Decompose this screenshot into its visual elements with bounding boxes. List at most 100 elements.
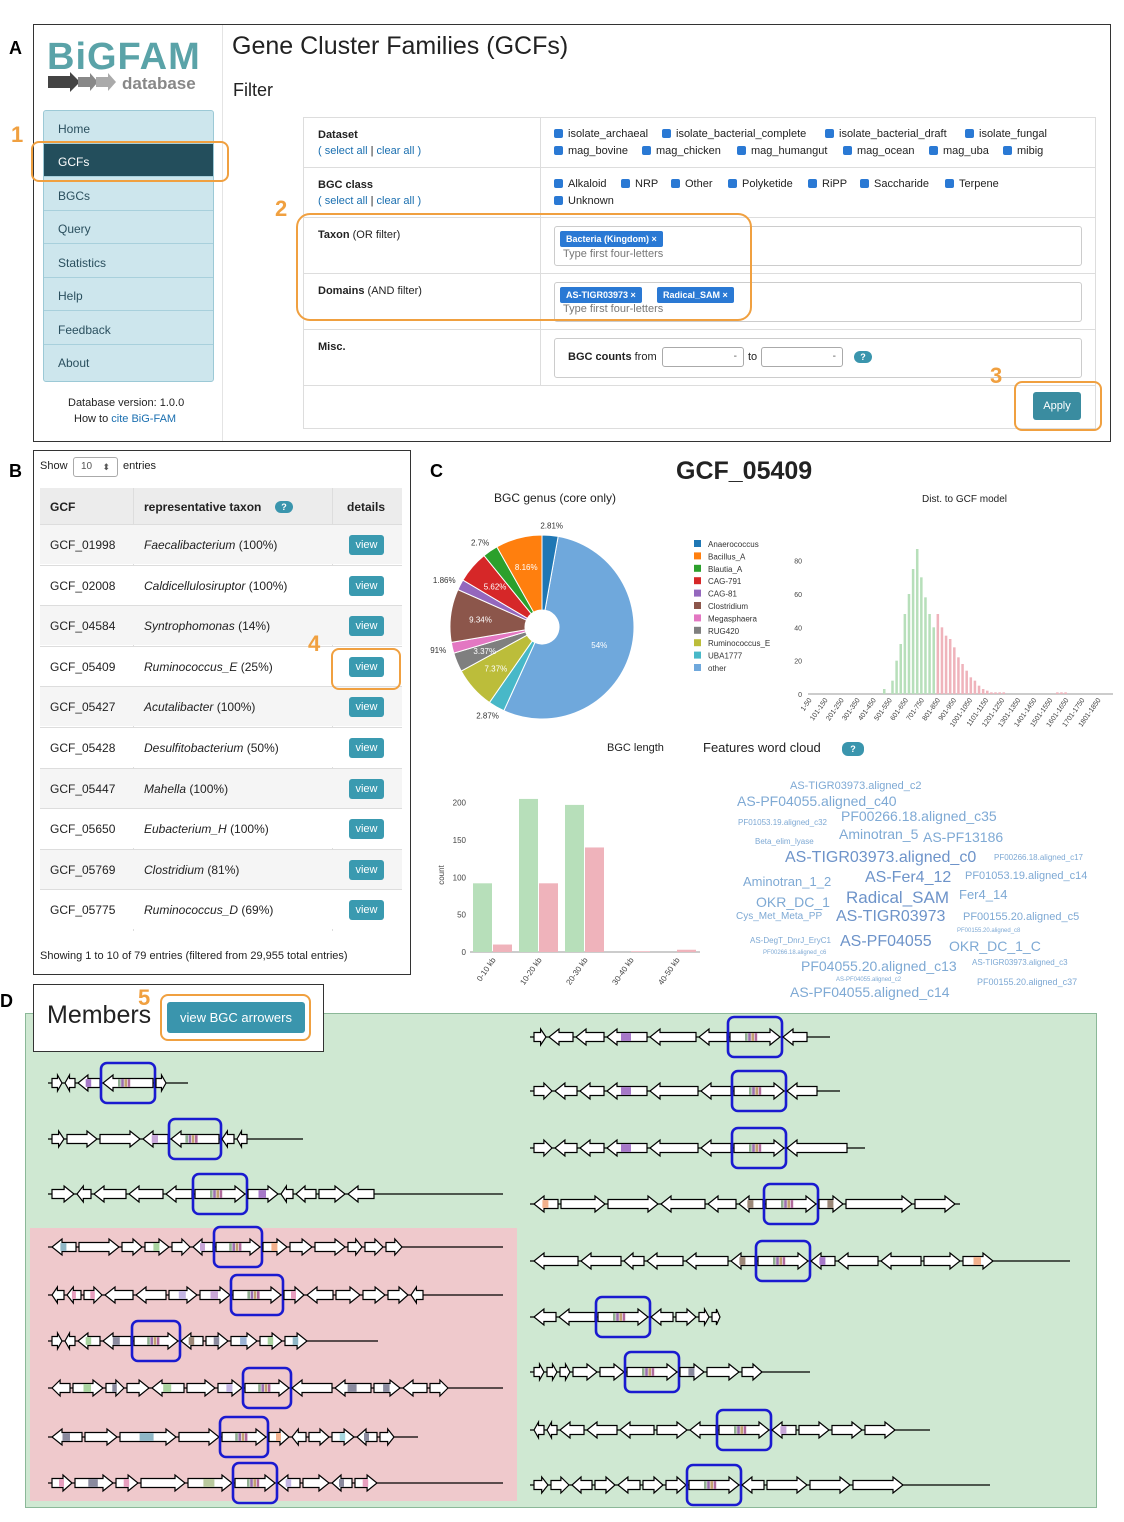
checkbox-isolate-archaeal[interactable]: isolate_archaeal xyxy=(554,128,648,140)
view-button[interactable]: view xyxy=(349,575,384,596)
sidebar-item-about[interactable]: About xyxy=(58,356,90,370)
taxon-name: Ruminococcus_E xyxy=(144,659,238,674)
checkbox-nrp[interactable]: NRP xyxy=(621,178,658,190)
dist-bar xyxy=(977,685,981,694)
view-button[interactable]: view xyxy=(349,616,384,637)
table-row: GCF_05427 Acutalibacter (100%) view xyxy=(40,686,402,727)
checkbox-unknown[interactable]: Unknown xyxy=(554,195,614,207)
marker-4: 4 xyxy=(308,631,321,656)
view-button[interactable]: view xyxy=(349,819,384,840)
checkbox-mag-ocean[interactable]: mag_ocean xyxy=(843,145,915,157)
taxon-pct: (100%) xyxy=(248,578,288,593)
dist-bar xyxy=(994,692,997,694)
dist-bar xyxy=(965,670,968,694)
taxon-pct: (50%) xyxy=(246,741,279,755)
taxon-help-icon[interactable]: ? xyxy=(275,501,293,513)
checkbox-mag-humangut[interactable]: mag_humangut xyxy=(737,145,827,157)
view-button[interactable]: view xyxy=(349,900,384,921)
cite-link[interactable]: cite BiG-FAM xyxy=(111,413,177,425)
table-row: GCF_05775 Ruminococcus_D (69%) view xyxy=(40,889,402,930)
dist-bar xyxy=(944,635,948,694)
sidebar-item-statistics[interactable]: Statistics xyxy=(44,245,213,278)
sidebar-item-bgcs[interactable]: BGCs xyxy=(44,178,213,211)
gcf-id: GCF_05428 xyxy=(50,741,116,755)
domain-tag-tigr03973[interactable]: AS-TIGR03973 × xyxy=(560,287,642,303)
checkbox-terpene[interactable]: Terpene xyxy=(945,178,999,190)
checkbox-mag-uba[interactable]: mag_uba xyxy=(929,145,989,157)
col-gcf[interactable]: GCF xyxy=(50,500,76,514)
view-button[interactable]: view xyxy=(349,656,384,677)
view-button[interactable]: view xyxy=(349,859,384,880)
sidebar-item-feedback[interactable]: Feedback xyxy=(44,312,213,345)
legend-label: RUG420 xyxy=(708,627,740,636)
checkbox-alkaloid[interactable]: Alkaloid xyxy=(554,178,607,190)
dataset-select-all-link[interactable]: select all xyxy=(324,145,368,157)
dist-bar xyxy=(969,677,973,694)
legend-swatch xyxy=(694,664,701,671)
bgc-count-from-select[interactable]: - xyxy=(662,347,744,367)
bgc-counts-text: BGC counts xyxy=(568,351,632,363)
word-cloud-term: AS-PF13186 xyxy=(923,829,1004,845)
pie-label: 2.7% xyxy=(471,539,489,548)
show-label: Show xyxy=(40,460,68,472)
dist-ytick: 40 xyxy=(794,625,802,632)
view-button[interactable]: view xyxy=(349,778,384,799)
taxon-label-text: Taxon xyxy=(318,229,350,241)
checkbox-other[interactable]: Other xyxy=(671,178,713,190)
legend-swatch xyxy=(694,614,701,622)
checkbox-isolate-bacterial-complete[interactable]: isolate_bacterial_complete xyxy=(662,128,806,140)
taxon-tag-bacteria[interactable]: Bacteria (Kingdom) × xyxy=(560,231,663,247)
entries-label: entries xyxy=(123,460,157,472)
checkbox-saccharide[interactable]: Saccharide xyxy=(860,178,929,190)
from-text: from xyxy=(634,351,657,363)
length-bar xyxy=(631,951,650,952)
sidebar-item-gcfs[interactable]: GCFs xyxy=(44,144,213,177)
taxon-hint: (OR filter) xyxy=(352,229,401,241)
misc-help-icon[interactable]: ? xyxy=(854,351,872,363)
legend-swatch xyxy=(694,602,701,609)
view-button[interactable]: view xyxy=(349,535,384,555)
bgc-class-select-all-link[interactable]: select all xyxy=(324,195,368,207)
wordcloud-help-icon[interactable]: ? xyxy=(842,742,864,756)
dist-bar xyxy=(928,614,931,694)
domain-tag-radical-sam[interactable]: Radical_SAM × xyxy=(657,287,734,303)
page-size-select[interactable]: 10 ⬍ xyxy=(73,457,118,477)
taxon-name: Ruminococcus_D xyxy=(144,903,239,918)
filter-row-misc: Misc. xyxy=(304,330,1095,386)
dist-bar xyxy=(940,627,944,694)
checkbox-ripp[interactable]: RiPP xyxy=(808,178,847,190)
checkbox-mag-bovine[interactable]: mag_bovine xyxy=(554,145,628,157)
domains-input[interactable] xyxy=(554,282,1082,322)
dist-ytick: 20 xyxy=(794,659,802,666)
word-cloud-term: AS-TIGR03973.aligned_c3 xyxy=(972,958,1068,967)
col-representative-taxon[interactable]: representative taxon xyxy=(144,500,262,514)
highlight-gcfs xyxy=(31,141,229,182)
view-bgc-arrowers-button[interactable]: view BGC arrowers xyxy=(167,1002,305,1033)
dist-bar xyxy=(1060,692,1063,694)
taxon-cell: Faecalibacterium (100%) xyxy=(144,538,277,552)
legend-label: Clostridium xyxy=(708,602,748,611)
pie-title: BGC genus (core only) xyxy=(494,491,617,505)
sidebar-item-query[interactable]: Query xyxy=(44,211,213,244)
bgc-count-to-select[interactable]: - xyxy=(761,347,843,367)
checkbox-mibig[interactable]: mibig xyxy=(1003,145,1043,157)
view-button[interactable]: view xyxy=(349,738,384,758)
checkbox-isolate-bacterial-draft[interactable]: isolate_bacterial_draft xyxy=(825,128,947,140)
legend-label: CAG-81 xyxy=(708,590,737,599)
sidebar-item-home[interactable]: Home xyxy=(44,111,213,144)
checkbox-mag-chicken[interactable]: mag_chicken xyxy=(642,145,721,157)
taxon-cell: Ruminococcus_E (25%) xyxy=(144,660,273,674)
taxon-pct: (100%) xyxy=(238,538,278,552)
table-row: GCF_05650 Eubacterium_H (100%) view xyxy=(40,808,402,849)
dataset-clear-all-link[interactable]: clear all xyxy=(376,145,415,157)
checkbox-isolate-fungal[interactable]: isolate_fungal xyxy=(965,128,1047,140)
sidebar-item-help[interactable]: Help xyxy=(44,278,213,311)
gcf-id: GCF_05427 xyxy=(50,700,116,715)
apply-button[interactable]: Apply xyxy=(1033,392,1081,420)
taxon-name: Clostridium xyxy=(144,862,205,877)
word-cloud-term: AS-TIGR03973.aligned_c0 xyxy=(785,849,977,866)
bgc-class-clear-all-link[interactable]: clear all xyxy=(376,195,415,207)
view-button[interactable]: view xyxy=(349,697,384,718)
checkbox-polyketide[interactable]: Polyketide xyxy=(728,178,793,190)
word-cloud-term: AS-PF04055.aligned_c14 xyxy=(790,984,950,1000)
